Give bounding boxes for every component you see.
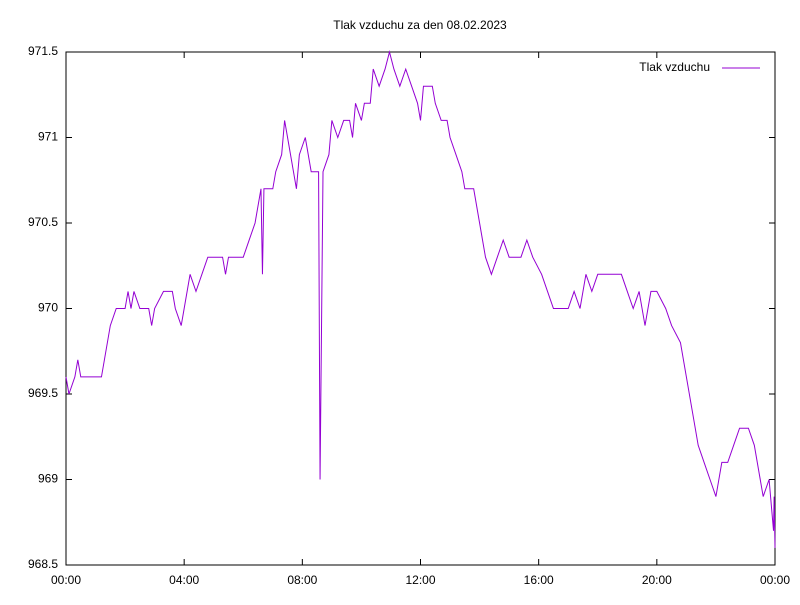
y-tick-label: 968.5 (28, 557, 58, 571)
y-tick-label: 971 (38, 130, 58, 144)
x-tick-label: 00:00 (760, 573, 790, 587)
x-tick-label: 08:00 (287, 573, 317, 587)
y-tick-label: 970.5 (28, 215, 58, 229)
data-line (65, 50, 776, 548)
y-tick-label: 969.5 (28, 386, 58, 400)
legend-label: Tlak vzduchu (639, 60, 710, 74)
x-tick-label: 04:00 (169, 573, 199, 587)
x-tick-label: 12:00 (405, 573, 435, 587)
chart-title: Tlak vzduchu za den 08.02.2023 (333, 18, 507, 32)
y-tick-label: 970 (38, 301, 58, 315)
y-tick-label: 969 (38, 472, 58, 486)
x-tick-label: 16:00 (524, 573, 554, 587)
y-tick-label: 971.5 (28, 44, 58, 58)
x-tick-label: 20:00 (642, 573, 672, 587)
x-tick-label: 00:00 (51, 573, 81, 587)
